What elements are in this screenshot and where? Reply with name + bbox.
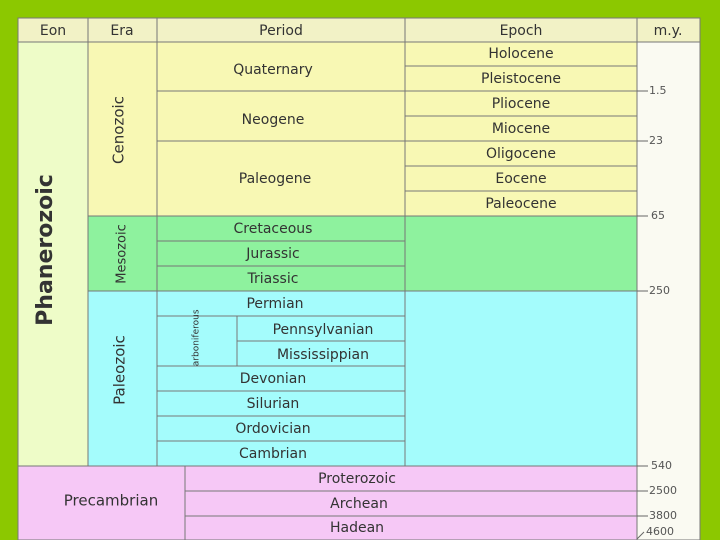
subperiod-cell [236, 340, 406, 367]
period-label: Cretaceous [234, 221, 313, 237]
epoch-label: Oligocene [486, 146, 556, 162]
era-cell [87, 290, 158, 467]
eon-label: Precambrian [64, 492, 158, 510]
epoch-cell [404, 190, 638, 217]
epoch-cell [404, 65, 638, 92]
header-cell [87, 17, 158, 43]
eon-cell [17, 41, 89, 467]
tick [636, 531, 645, 540]
period-cell [156, 315, 238, 367]
period-label: Archean [330, 496, 388, 512]
period-cell [156, 240, 406, 267]
period-cell [156, 365, 406, 392]
header-label: Period [259, 23, 303, 39]
boundary-label: 23 [649, 134, 663, 147]
period-cell [156, 90, 406, 142]
boundary-label: 4600 [646, 525, 674, 538]
boundary-label: 2500 [649, 484, 677, 497]
epoch-label: Holocene [488, 46, 553, 62]
eon-cell [17, 465, 186, 540]
period-label: Devonian [240, 371, 306, 387]
header-row: Eon Era Period Epoch m.y. [17, 17, 701, 43]
epoch-cell [404, 41, 638, 67]
period-label: Carboniferous [192, 309, 202, 372]
epoch-cell [404, 115, 638, 142]
epoch-label: Eocene [495, 171, 546, 187]
epoch-cell [404, 290, 638, 467]
boundary-label: 540 [651, 459, 672, 472]
era-label: Cenozoic [110, 96, 128, 164]
epoch-label: Miocene [492, 121, 550, 137]
header-label: Eon [40, 23, 66, 39]
period-cell [156, 390, 406, 417]
boundary-label: 65 [651, 209, 665, 222]
era-cell [87, 215, 158, 292]
period-label: Triassic [247, 271, 299, 287]
period-label: Quaternary [233, 62, 313, 78]
subperiod-label: Pennsylvanian [273, 322, 374, 338]
period-cell [156, 215, 406, 242]
period-label: Cambrian [239, 446, 307, 462]
period-cell [184, 515, 638, 540]
boundary-label: 1.5 [649, 84, 667, 97]
header-label: Era [110, 23, 133, 39]
header-cell [17, 17, 89, 43]
period-label: Neogene [242, 112, 305, 128]
boundary-label: 250 [649, 284, 670, 297]
period-label: Silurian [247, 396, 300, 412]
epoch-label: Paleocene [485, 196, 556, 212]
period-label: Proterozoic [318, 471, 396, 487]
epoch-label: Pleistocene [481, 71, 561, 87]
period-cell [184, 490, 638, 517]
period-label: Permian [246, 296, 303, 312]
boundary-label: 3800 [649, 509, 677, 522]
era-label: Paleozoic [111, 335, 129, 405]
epoch-cell [404, 165, 638, 192]
epoch-cell [404, 215, 638, 292]
era-label: Mesozoic [115, 224, 130, 283]
period-cell [156, 415, 406, 442]
period-label: Ordovician [235, 421, 310, 437]
period-label: Hadean [330, 520, 384, 536]
period-cell [184, 465, 638, 492]
epoch-cell [404, 140, 638, 167]
header-label: m.y. [654, 23, 683, 39]
subperiod-label: Mississippian [277, 347, 369, 363]
header-label: Epoch [500, 23, 543, 39]
epoch-label: Pliocene [492, 96, 551, 112]
boundary-ticks: 1.5 23 65 250 540 2500 3800 4600 [636, 84, 677, 540]
period-label: Jurassic [245, 246, 300, 262]
period-cell [156, 140, 406, 217]
period-label: Paleogene [239, 171, 311, 187]
subperiod-cell [236, 315, 406, 342]
eon-label: Phanerozoic [33, 174, 58, 326]
